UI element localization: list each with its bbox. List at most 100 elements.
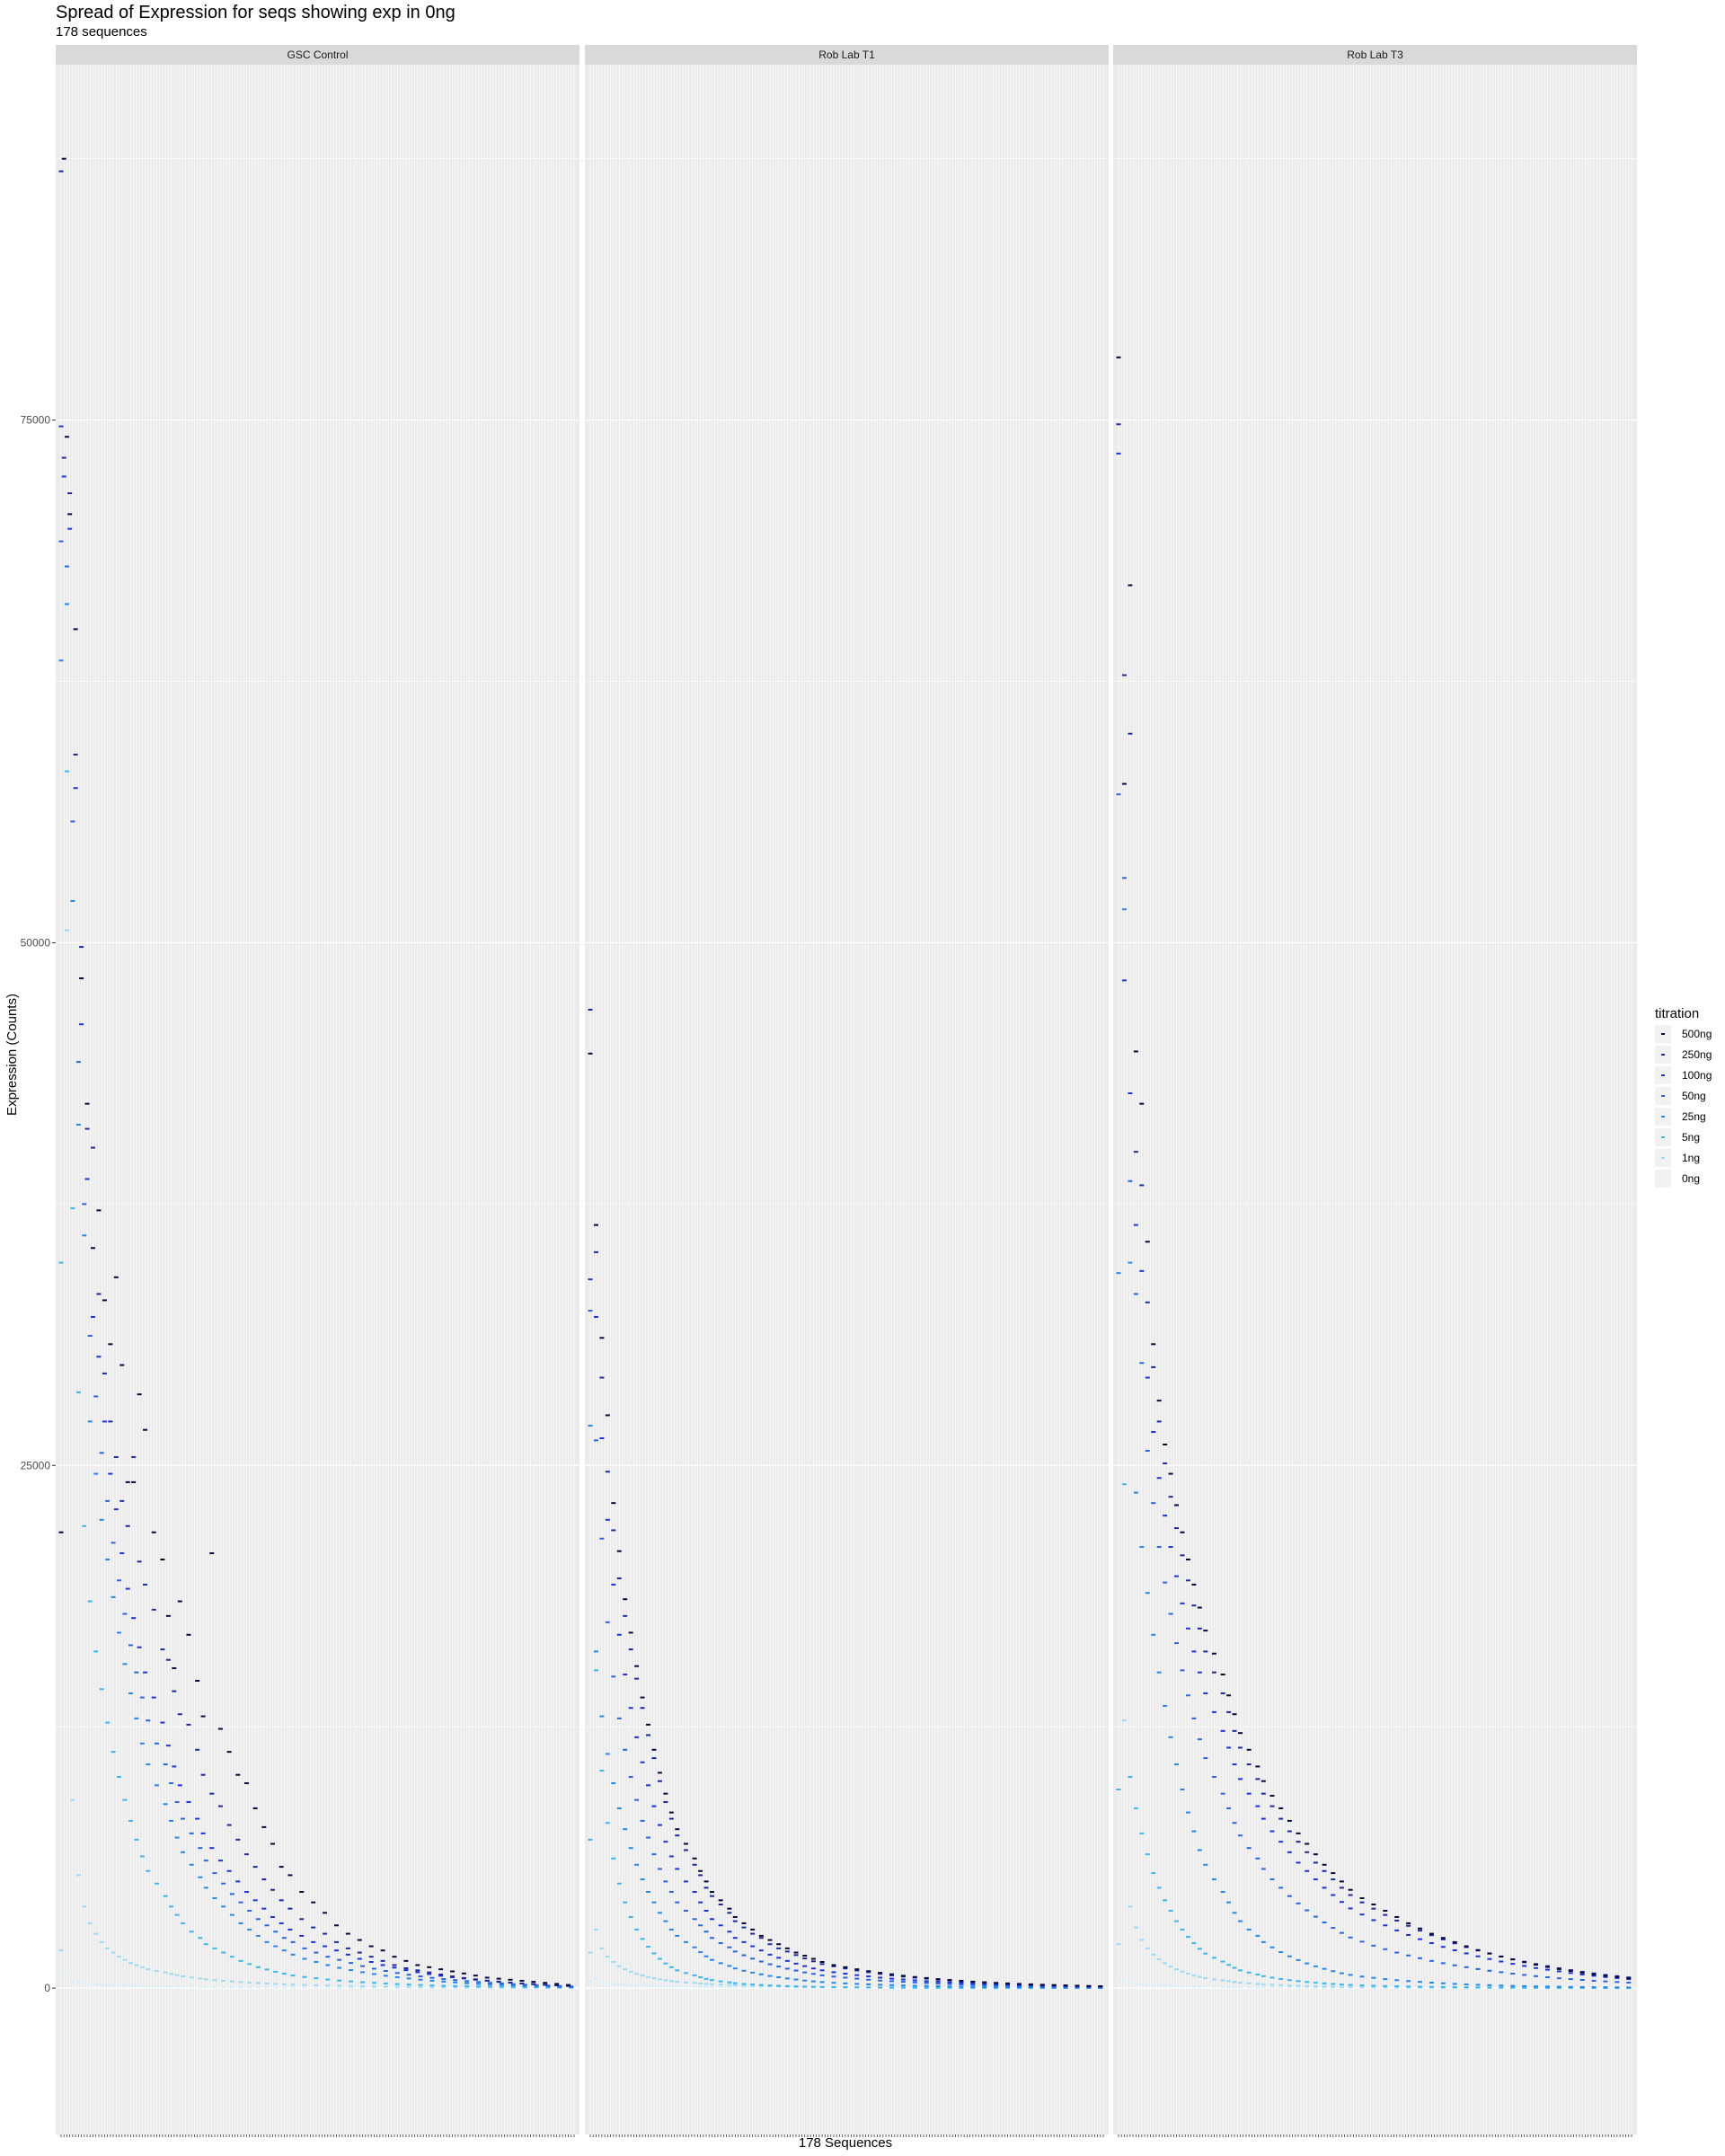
data-point bbox=[683, 1842, 688, 1845]
data-point bbox=[238, 1986, 243, 1989]
data-point bbox=[1151, 1984, 1156, 1986]
data-point bbox=[90, 1316, 95, 1319]
legend-label: 0ng bbox=[1682, 1172, 1700, 1185]
data-point bbox=[299, 1891, 305, 1894]
data-point bbox=[125, 1587, 130, 1590]
data-point bbox=[510, 1985, 516, 1988]
data-point bbox=[128, 1644, 133, 1647]
data-point bbox=[1185, 1694, 1190, 1697]
data-point bbox=[290, 1986, 296, 1989]
data-point bbox=[1475, 1955, 1481, 1957]
legend-label: 500ng bbox=[1682, 1028, 1712, 1040]
data-point bbox=[325, 1964, 331, 1966]
data-point bbox=[1331, 1894, 1336, 1896]
data-point bbox=[61, 475, 66, 478]
data-point bbox=[623, 1901, 628, 1904]
data-point bbox=[889, 1973, 895, 1975]
data-point bbox=[200, 1715, 206, 1718]
data-point bbox=[438, 1968, 444, 1971]
data-point bbox=[750, 1984, 756, 1987]
data-point bbox=[154, 1985, 159, 1988]
data-point bbox=[226, 1824, 232, 1826]
data-point bbox=[912, 1979, 917, 1982]
data-point bbox=[1287, 1984, 1292, 1987]
data-point bbox=[1128, 1905, 1133, 1908]
data-point bbox=[1232, 1966, 1237, 1969]
data-point bbox=[1232, 1729, 1237, 1732]
data-point bbox=[1278, 1986, 1284, 1989]
data-point bbox=[117, 1956, 122, 1958]
data-point bbox=[628, 1984, 633, 1986]
data-point bbox=[1191, 1942, 1197, 1945]
data-point bbox=[61, 456, 66, 459]
data-point bbox=[1429, 1959, 1434, 1962]
data-point bbox=[119, 1499, 125, 1502]
data-point bbox=[709, 1958, 714, 1961]
data-point bbox=[125, 1524, 130, 1527]
data-point bbox=[1313, 1965, 1318, 1967]
data-point bbox=[172, 1765, 177, 1768]
data-point bbox=[1394, 1915, 1400, 1918]
data-point bbox=[657, 1824, 662, 1826]
data-point bbox=[947, 1983, 952, 1985]
data-point bbox=[810, 1973, 816, 1975]
data-point bbox=[117, 1776, 122, 1779]
data-point bbox=[226, 1869, 232, 1872]
data-point bbox=[1237, 1969, 1243, 1972]
data-point bbox=[415, 1969, 420, 1972]
data-point bbox=[73, 787, 78, 790]
data-point bbox=[703, 1909, 709, 1912]
data-point bbox=[70, 1798, 75, 1801]
data-point bbox=[1232, 1985, 1237, 1988]
data-point bbox=[128, 1962, 133, 1965]
data-point bbox=[406, 1977, 411, 1980]
data-point bbox=[1191, 1985, 1197, 1988]
data-point bbox=[487, 1985, 492, 1988]
data-point bbox=[360, 1965, 366, 1967]
data-point bbox=[543, 1984, 548, 1986]
data-point bbox=[1614, 1981, 1620, 1984]
data-point bbox=[675, 1981, 680, 1984]
data-point bbox=[146, 1719, 151, 1722]
data-point bbox=[1005, 1984, 1011, 1987]
data-point bbox=[122, 1958, 128, 1961]
data-point bbox=[325, 1978, 331, 1981]
data-point bbox=[1568, 1986, 1573, 1989]
data-point bbox=[947, 1979, 952, 1982]
data-point bbox=[1522, 1965, 1527, 1967]
data-point bbox=[323, 1932, 328, 1935]
data-point bbox=[1220, 1674, 1225, 1675]
data-point bbox=[767, 1963, 773, 1966]
data-point bbox=[1331, 1986, 1336, 1989]
data-point bbox=[593, 1224, 598, 1226]
data-point bbox=[200, 1832, 206, 1834]
data-point bbox=[122, 1984, 128, 1987]
data-point bbox=[878, 1972, 883, 1975]
data-point bbox=[1475, 1948, 1481, 1951]
data-point bbox=[1180, 1928, 1185, 1931]
data-point bbox=[750, 1986, 756, 1989]
facet-panel: Rob Lab T3 bbox=[1113, 45, 1637, 2137]
data-point bbox=[1440, 1985, 1446, 1988]
data-point bbox=[281, 1937, 287, 1940]
data-point bbox=[947, 1986, 952, 1989]
data-point bbox=[1603, 1980, 1608, 1983]
data-point bbox=[767, 1975, 773, 1977]
data-point bbox=[337, 1979, 342, 1982]
data-point bbox=[70, 820, 75, 823]
data-point bbox=[1063, 1986, 1068, 1989]
data-point bbox=[843, 1982, 848, 1984]
data-point bbox=[261, 1825, 267, 1828]
data-point bbox=[651, 1901, 657, 1904]
data-point bbox=[1522, 1974, 1527, 1976]
data-point bbox=[58, 659, 64, 662]
data-point bbox=[1116, 1272, 1121, 1275]
data-point bbox=[1145, 1984, 1150, 1986]
data-point bbox=[924, 1986, 929, 1989]
data-point bbox=[58, 1531, 64, 1533]
data-point bbox=[1339, 1931, 1344, 1934]
y-tick-label: 50000 bbox=[21, 936, 51, 949]
data-point bbox=[784, 1986, 790, 1989]
data-point bbox=[784, 1967, 790, 1970]
